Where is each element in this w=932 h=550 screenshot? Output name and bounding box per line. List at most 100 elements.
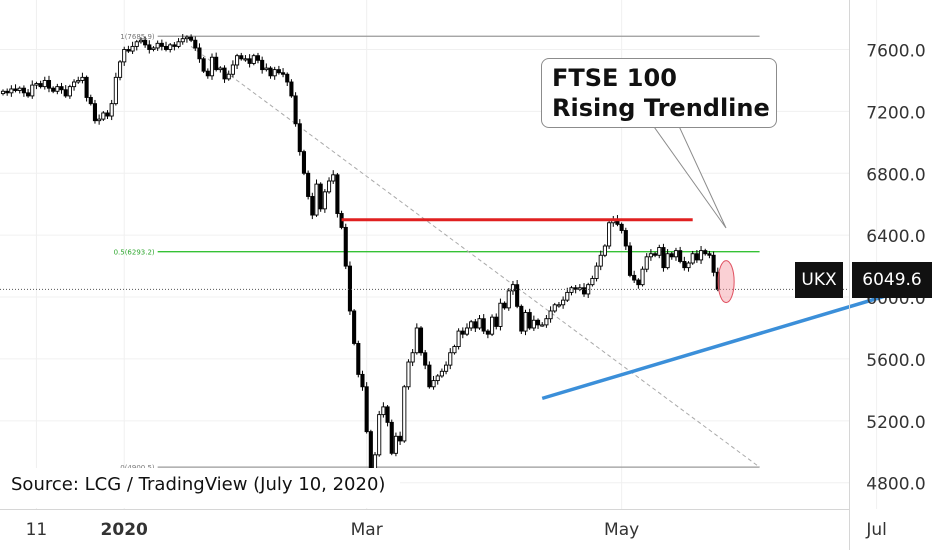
- candle-body: [247, 58, 252, 64]
- candle-body: [444, 364, 449, 372]
- candle-body: [703, 250, 708, 255]
- candle-body: [711, 254, 716, 273]
- candle-body: [0, 90, 6, 95]
- candle-body: [464, 327, 470, 335]
- candle-body: [201, 58, 206, 72]
- candle-body: [184, 36, 189, 40]
- time-axis: 11 2020 Mar May Jul: [26, 520, 887, 540]
- candle-body: [222, 67, 227, 80]
- candle-body: [255, 55, 261, 61]
- candle-body: [673, 250, 679, 258]
- candle-body: [418, 327, 424, 354]
- candle-body: [385, 406, 390, 423]
- price-tick-label: 5200.0: [866, 413, 925, 433]
- candle-body: [573, 287, 578, 290]
- candle-body: [251, 55, 256, 64]
- candle-body: [661, 247, 666, 269]
- candle-body: [460, 330, 465, 335]
- candle-body: [34, 83, 39, 86]
- candle-body: [669, 253, 674, 258]
- candle-body: [535, 319, 541, 326]
- candle-body: [477, 318, 482, 329]
- candle-body: [352, 310, 357, 344]
- candle-body: [473, 321, 478, 329]
- candle-body: [134, 41, 139, 47]
- candle-body: [448, 352, 453, 366]
- candle-body: [189, 36, 194, 41]
- candle-body: [527, 312, 532, 329]
- annotation-title: FTSE 100: [552, 64, 677, 92]
- candle-body: [694, 253, 699, 261]
- candle-body: [594, 265, 599, 279]
- candle-body: [322, 191, 327, 210]
- candle-body: [138, 39, 143, 43]
- candle-body: [163, 45, 169, 50]
- candle-body: [699, 250, 704, 261]
- candle-body: [218, 67, 223, 71]
- candle-body: [84, 76, 89, 98]
- candle-body: [623, 230, 628, 247]
- candle-body: [13, 88, 18, 91]
- candle-body: [301, 151, 307, 174]
- candle-body: [360, 373, 365, 388]
- candle-body: [159, 42, 164, 47]
- callout-pointer: [651, 123, 727, 229]
- candle-body: [276, 69, 281, 74]
- annotation-callout: FTSE 100 Rising Trendline: [541, 58, 777, 128]
- candle-body: [17, 87, 22, 91]
- candle-body: [335, 174, 340, 214]
- candle-body: [331, 174, 336, 182]
- candle-body: [243, 58, 248, 61]
- overlays: [0, 218, 932, 401]
- candle-body: [581, 287, 587, 295]
- time-tick-label: Mar: [351, 520, 383, 540]
- candle-body: [59, 86, 64, 91]
- source-background: [0, 468, 400, 508]
- candle-body: [72, 81, 77, 88]
- candle-body: [569, 287, 574, 293]
- candle-body: [356, 343, 361, 375]
- candle-body: [214, 56, 219, 71]
- candle-body: [55, 86, 60, 92]
- candle-body: [506, 290, 511, 309]
- candle-body: [665, 253, 670, 269]
- candle-body: [205, 70, 210, 77]
- candle-body: [176, 41, 181, 47]
- candle-body: [30, 84, 35, 97]
- time-tick-label: 2020: [101, 520, 148, 540]
- candle-body: [590, 278, 595, 286]
- candle-body: [686, 262, 691, 269]
- candle-body: [168, 44, 173, 50]
- candle-body: [42, 79, 47, 88]
- candle-body: [636, 279, 641, 286]
- candle-body: [598, 254, 603, 267]
- annotation-subtitle: Rising Trendline: [552, 94, 770, 122]
- candle-body: [117, 61, 123, 78]
- candle-body: [297, 123, 302, 153]
- candle-body: [678, 250, 683, 262]
- candle-body: [531, 319, 536, 329]
- candle-body: [76, 79, 81, 83]
- price-axis: 7600.07200.06800.06400.06000.05600.05200…: [866, 42, 925, 495]
- candle-body: [21, 87, 26, 94]
- fib-diagonal: [190, 46, 760, 468]
- candle-body: [619, 223, 624, 231]
- candle-body: [548, 310, 553, 320]
- candle-body: [364, 386, 369, 433]
- candle-body: [264, 67, 269, 71]
- candle-body: [481, 318, 486, 332]
- candle-body: [540, 324, 545, 327]
- candle-body: [389, 421, 394, 454]
- candle-body: [239, 55, 244, 60]
- price-tick-label: 7200.0: [866, 103, 925, 123]
- candle-body: [285, 73, 290, 83]
- candle-body: [423, 352, 428, 366]
- candle-body: [377, 414, 382, 456]
- candle-body: [485, 330, 490, 335]
- candle-body: [314, 183, 319, 216]
- candle-body: [393, 435, 398, 454]
- candle-body: [456, 330, 461, 348]
- candles: [0, 34, 720, 487]
- candle-body: [130, 45, 135, 52]
- candle-body: [268, 67, 273, 77]
